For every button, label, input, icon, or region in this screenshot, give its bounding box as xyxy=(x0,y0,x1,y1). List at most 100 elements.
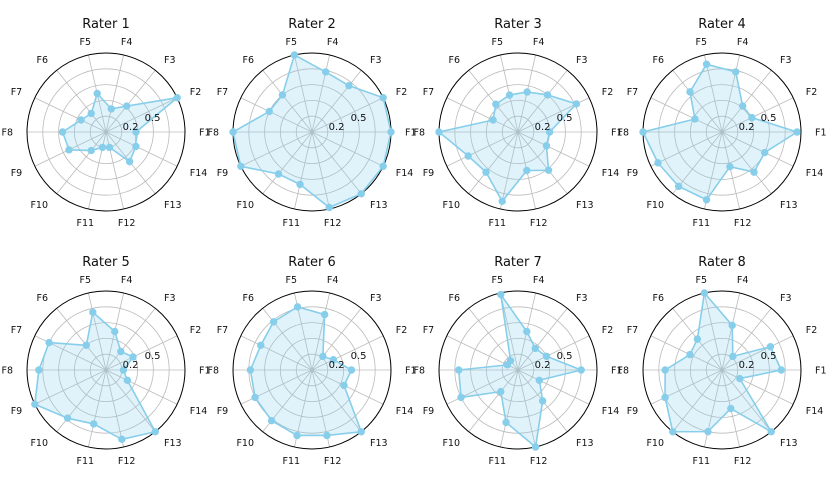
data-point-F12 xyxy=(325,203,333,212)
data-point-F6 xyxy=(278,91,287,99)
grid-spoke xyxy=(311,131,330,210)
feature-label-F11: F11 xyxy=(489,456,507,467)
feature-label-F2: F2 xyxy=(602,87,614,98)
feature-label-F1: F1 xyxy=(611,366,623,377)
feature-label-F14: F14 xyxy=(602,168,620,179)
data-point-F9 xyxy=(251,393,259,402)
data-point-F8 xyxy=(246,366,255,374)
grid-spoke xyxy=(721,335,794,371)
feature-label-F4: F4 xyxy=(533,275,545,286)
data-point-F14 xyxy=(123,376,132,384)
grid-spoke xyxy=(105,54,124,133)
radar-panel-5: 0.2 0.5 F1 F2 F3 F4 F5 F6 F7 F8 F9 F10 F11 F12 F13 F14 R… xyxy=(1,255,210,467)
panel-title: Rater 3 xyxy=(494,17,542,32)
feature-label-F7: F7 xyxy=(423,87,435,98)
grid-spoke xyxy=(517,335,590,371)
radial-tick-label: 0.2 xyxy=(535,122,551,133)
feature-label-F9: F9 xyxy=(423,406,435,417)
feature-label-F7: F7 xyxy=(11,87,23,98)
feature-label-F10: F10 xyxy=(236,438,254,449)
feature-label-F13: F13 xyxy=(164,438,182,449)
data-point-F9 xyxy=(31,400,39,408)
data-point-F14 xyxy=(535,376,544,384)
feature-label-F2: F2 xyxy=(396,325,408,336)
feature-label-F7: F7 xyxy=(627,325,639,336)
feature-label-F3: F3 xyxy=(576,55,588,66)
series-area xyxy=(457,293,583,448)
grid-spoke xyxy=(311,369,384,405)
data-point-F5 xyxy=(290,51,299,59)
grid-spoke xyxy=(56,307,107,371)
data-point-F10 xyxy=(63,414,72,422)
feature-label-F13: F13 xyxy=(576,200,594,211)
grid-spoke xyxy=(446,131,519,167)
feature-label-F9: F9 xyxy=(217,168,229,179)
data-point-F12 xyxy=(727,404,735,413)
feature-label-F4: F4 xyxy=(121,37,133,48)
grid-spoke xyxy=(262,131,313,195)
feature-label-F9: F9 xyxy=(11,168,23,179)
grid-spoke xyxy=(105,307,156,371)
data-point-F13 xyxy=(151,428,159,436)
data-point-F7 xyxy=(265,107,273,116)
data-point-F3 xyxy=(729,352,737,361)
feature-label-F8: F8 xyxy=(413,366,425,377)
feature-label-F12: F12 xyxy=(118,218,136,229)
grid-spoke xyxy=(721,369,794,405)
data-point-F1 xyxy=(347,366,356,374)
feature-label-F6: F6 xyxy=(652,293,664,304)
feature-label-F1: F1 xyxy=(815,366,827,377)
feature-label-F4: F4 xyxy=(737,37,749,48)
radial-tick-label: 0.5 xyxy=(557,113,573,124)
polar-frame xyxy=(26,290,186,450)
feature-label-F10: F10 xyxy=(442,200,460,211)
grid-spoke xyxy=(446,97,519,133)
grid-spoke xyxy=(88,292,107,371)
data-point-F12 xyxy=(523,166,531,175)
data-point-F6 xyxy=(269,318,278,326)
grid-spoke xyxy=(721,131,772,195)
radial-tick-label: 0.2 xyxy=(535,360,551,371)
panel-title: Rater 4 xyxy=(698,17,746,32)
feature-label-F1: F1 xyxy=(405,366,417,377)
data-point-F2 xyxy=(748,113,756,122)
grid-spoke xyxy=(721,369,772,433)
feature-label-F3: F3 xyxy=(780,55,792,66)
feature-label-F3: F3 xyxy=(370,293,382,304)
radar-panel-1: 0.2 0.5 F1 F2 F3 F4 F5 F6 F7 F8 F9 F10 F11 F12 F13 F14 R… xyxy=(1,17,210,229)
feature-label-F13: F13 xyxy=(164,200,182,211)
data-point-F13 xyxy=(357,428,365,436)
data-point-F5 xyxy=(497,290,505,299)
grid-spoke xyxy=(311,335,384,371)
radar-panel-7: 0.2 0.5 F1 F2 F3 F4 F5 F6 F7 F8 F9 F10 F11 F12 F13 F14 R… xyxy=(413,255,622,467)
panel-title: Rater 5 xyxy=(82,255,130,270)
data-point-F12 xyxy=(105,143,114,152)
feature-label-F4: F4 xyxy=(533,37,545,48)
grid-spoke xyxy=(721,131,740,210)
grid-spoke xyxy=(517,369,536,448)
data-point-F3 xyxy=(543,91,552,99)
grid-spoke xyxy=(517,307,568,371)
feature-label-F12: F12 xyxy=(734,218,752,229)
grid-spoke xyxy=(500,369,519,448)
data-point-F11 xyxy=(498,197,506,206)
feature-label-F11: F11 xyxy=(283,218,301,229)
data-point-F13 xyxy=(767,428,775,436)
radar-panel-2: 0.2 0.5 F1 F2 F3 F4 F5 F6 F7 F8 F9 F10 F11 F12 F13 F14 R… xyxy=(207,17,416,229)
data-point-F11 xyxy=(702,196,711,204)
feature-label-F11: F11 xyxy=(77,218,95,229)
feature-label-F8: F8 xyxy=(617,366,629,377)
grid-spoke xyxy=(468,369,519,433)
feature-label-F2: F2 xyxy=(396,87,408,98)
radar-panel-4: 0.2 0.5 F1 F2 F3 F4 F5 F6 F7 F8 F9 F10 F11 F12 F13 F14 R… xyxy=(617,17,826,229)
data-point-F11 xyxy=(89,420,98,428)
grid-spoke xyxy=(311,97,384,133)
feature-label-F14: F14 xyxy=(190,406,208,417)
grid-spoke xyxy=(721,97,794,133)
data-point-F10 xyxy=(497,387,505,396)
data-point-F8 xyxy=(661,366,669,374)
feature-label-F7: F7 xyxy=(423,325,435,336)
grid-spoke xyxy=(721,69,772,133)
grid-spoke xyxy=(105,131,178,167)
